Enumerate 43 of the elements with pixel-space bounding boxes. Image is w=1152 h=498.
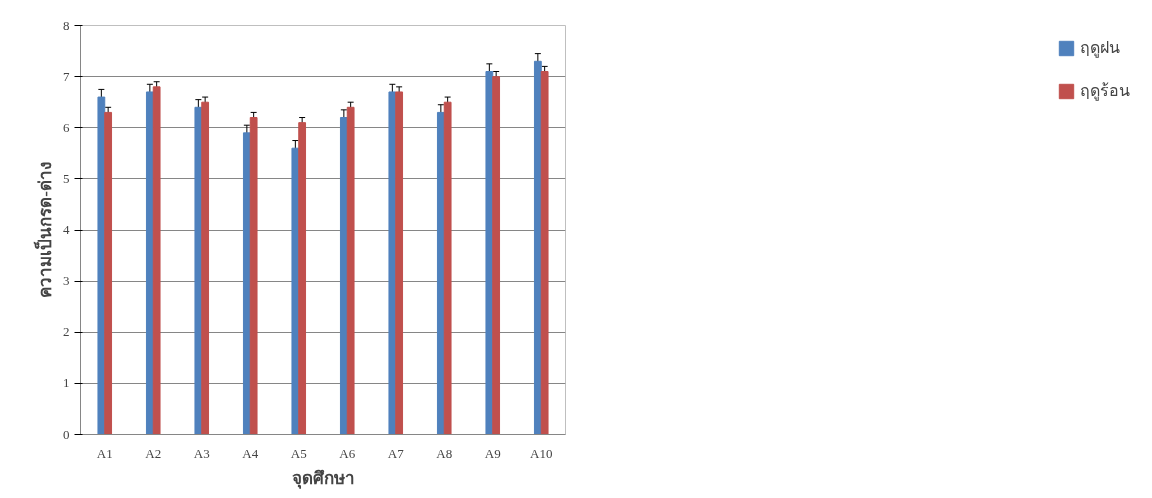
bar bbox=[145, 91, 154, 435]
bar bbox=[104, 111, 113, 435]
y-tick-label: 5 bbox=[63, 170, 70, 186]
x-tick-label: A9 bbox=[484, 445, 501, 461]
bar bbox=[388, 91, 397, 435]
x-tick-label: A5 bbox=[290, 445, 307, 461]
x-tick-label: A1 bbox=[96, 445, 113, 461]
x-tick-label: A10 bbox=[530, 445, 553, 461]
y-tick-label: 7 bbox=[63, 68, 70, 84]
bar bbox=[436, 111, 445, 435]
bar bbox=[395, 91, 404, 435]
bar bbox=[492, 76, 501, 435]
x-tick-label: A3 bbox=[193, 445, 210, 461]
y-tick-label: 2 bbox=[63, 324, 70, 340]
bar bbox=[540, 71, 549, 435]
legend-label: ฤดูฝน bbox=[1080, 38, 1120, 60]
x-tick-label: A4 bbox=[242, 445, 259, 461]
bar bbox=[201, 101, 210, 435]
bar bbox=[485, 71, 494, 435]
y-tick-label: 8 bbox=[63, 17, 70, 33]
y-tick-label: 3 bbox=[63, 273, 70, 289]
bar bbox=[298, 122, 307, 435]
bar bbox=[346, 106, 355, 435]
x-tick-label: A8 bbox=[436, 445, 453, 461]
bar bbox=[242, 132, 251, 435]
bar bbox=[249, 117, 258, 435]
bar bbox=[194, 106, 203, 435]
bar bbox=[533, 60, 542, 435]
y-axis-title: ความเป็นกรด-ด่าง bbox=[33, 162, 55, 298]
bar bbox=[152, 86, 161, 435]
bar bbox=[291, 147, 300, 435]
x-tick-label: A2 bbox=[145, 445, 162, 461]
x-axis-title: จุดศึกษา bbox=[291, 468, 355, 489]
bar bbox=[339, 117, 348, 435]
y-tick-label: 6 bbox=[63, 119, 70, 135]
bar bbox=[443, 101, 452, 435]
y-tick-label: 1 bbox=[63, 375, 70, 391]
x-tick-label: A6 bbox=[339, 445, 356, 461]
bar bbox=[97, 96, 106, 435]
x-tick-label: A7 bbox=[387, 445, 405, 461]
y-tick-label: 0 bbox=[63, 426, 70, 442]
legend-label: ฤดูร้อน bbox=[1080, 81, 1130, 103]
y-tick-label: 4 bbox=[63, 222, 70, 237]
